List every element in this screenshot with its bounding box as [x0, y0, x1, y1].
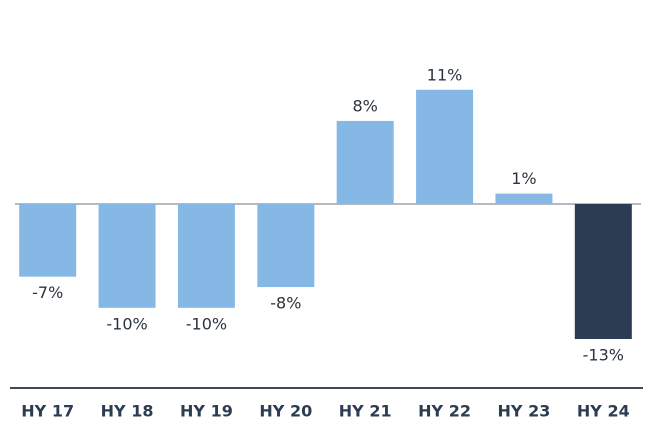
x-tick-label: HY 22	[418, 402, 471, 421]
value-label: 11%	[427, 65, 463, 84]
x-tick-label: HY 17	[21, 402, 74, 421]
bar	[495, 193, 553, 204]
bar	[257, 204, 315, 288]
bar	[19, 204, 77, 277]
bar	[574, 204, 632, 339]
bar	[98, 204, 156, 308]
x-tick-label: HY 19	[180, 402, 233, 421]
x-tick-label: HY 20	[259, 402, 312, 421]
value-label: -7%	[32, 283, 63, 302]
value-label: -13%	[583, 346, 624, 365]
x-tick-label: HY 23	[498, 402, 551, 421]
value-label: -10%	[106, 314, 147, 333]
value-label: 1%	[511, 169, 536, 188]
value-label: -10%	[186, 314, 227, 333]
x-tick-label: HY 18	[101, 402, 154, 421]
x-tick-label: HY 24	[577, 402, 630, 421]
bar	[336, 120, 394, 204]
x-tick-label: HY 21	[339, 402, 392, 421]
value-label: 8%	[352, 96, 377, 115]
bar	[177, 204, 235, 308]
value-label: -8%	[270, 294, 301, 313]
bar	[416, 89, 474, 204]
